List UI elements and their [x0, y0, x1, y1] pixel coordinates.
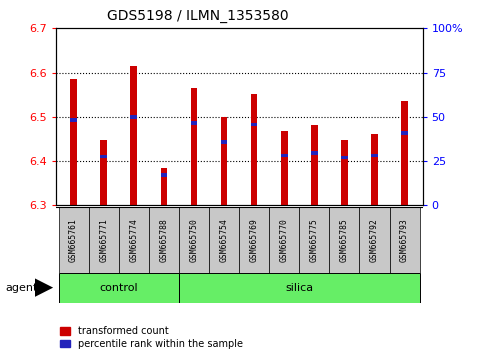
Text: GSM665750: GSM665750 — [189, 218, 199, 262]
Bar — [119, 207, 149, 273]
Text: GSM665771: GSM665771 — [99, 218, 108, 262]
Bar — [100, 140, 107, 205]
Bar — [160, 173, 167, 177]
Bar — [401, 101, 408, 205]
Bar — [341, 140, 348, 205]
Bar — [359, 207, 389, 273]
Text: GSM665793: GSM665793 — [400, 218, 409, 262]
Text: GSM665770: GSM665770 — [280, 218, 289, 262]
Bar — [281, 154, 287, 157]
Text: silica: silica — [285, 282, 313, 293]
Bar — [311, 152, 318, 155]
Bar — [71, 118, 77, 122]
Text: GSM665754: GSM665754 — [220, 218, 228, 262]
Bar — [389, 207, 420, 273]
Bar — [179, 207, 209, 273]
Bar — [100, 155, 107, 158]
Text: agent: agent — [6, 282, 38, 293]
Bar — [311, 125, 318, 205]
Bar — [299, 207, 329, 273]
Bar — [191, 121, 197, 125]
Bar — [71, 79, 77, 205]
Bar — [221, 117, 227, 205]
Text: GSM665769: GSM665769 — [250, 218, 258, 262]
Bar — [89, 207, 119, 273]
Bar — [341, 156, 348, 159]
Text: GSM665788: GSM665788 — [159, 218, 169, 262]
Bar — [371, 154, 378, 157]
Bar — [401, 131, 408, 135]
Bar — [58, 273, 179, 303]
Bar — [58, 207, 89, 273]
Bar — [130, 115, 137, 119]
Bar — [160, 168, 167, 205]
Bar — [221, 140, 227, 144]
Polygon shape — [35, 278, 53, 297]
Bar — [329, 207, 359, 273]
Text: GSM665774: GSM665774 — [129, 218, 138, 262]
Bar — [179, 273, 420, 303]
Bar — [281, 131, 287, 205]
Bar — [371, 134, 378, 205]
Legend: transformed count, percentile rank within the sample: transformed count, percentile rank withi… — [60, 326, 243, 349]
Text: GDS5198 / ILMN_1353580: GDS5198 / ILMN_1353580 — [107, 9, 289, 23]
Text: GSM665785: GSM665785 — [340, 218, 349, 262]
Text: control: control — [99, 282, 138, 293]
Bar — [209, 207, 239, 273]
Text: GSM665792: GSM665792 — [370, 218, 379, 262]
Bar — [239, 207, 269, 273]
Text: GSM665761: GSM665761 — [69, 218, 78, 262]
Bar — [130, 66, 137, 205]
Bar — [251, 122, 257, 126]
Text: GSM665775: GSM665775 — [310, 218, 319, 262]
Bar — [251, 94, 257, 205]
Bar — [269, 207, 299, 273]
Bar — [191, 88, 197, 205]
Bar — [149, 207, 179, 273]
